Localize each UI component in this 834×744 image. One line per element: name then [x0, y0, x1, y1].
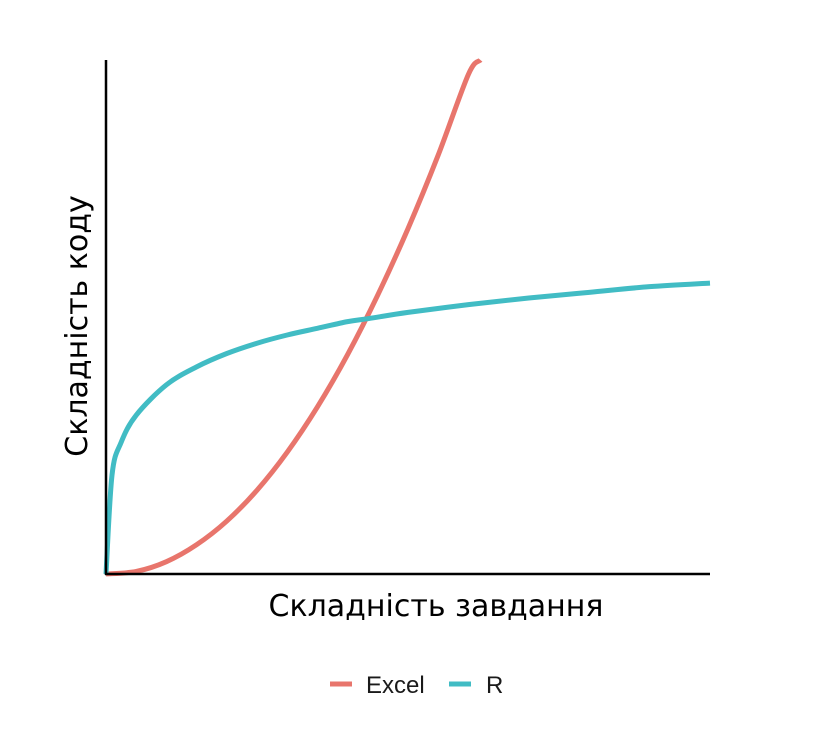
series-line-r [103, 280, 711, 575]
legend-label-excel: Excel [366, 672, 425, 699]
legend-label-r: R [486, 672, 503, 699]
x-axis-title: Складність завдання [269, 589, 604, 624]
series-line-excel [105, 58, 483, 577]
y-axis-title: Складність коду [60, 195, 95, 456]
legend: Excel R [330, 672, 503, 699]
plot-lines [103, 58, 711, 577]
